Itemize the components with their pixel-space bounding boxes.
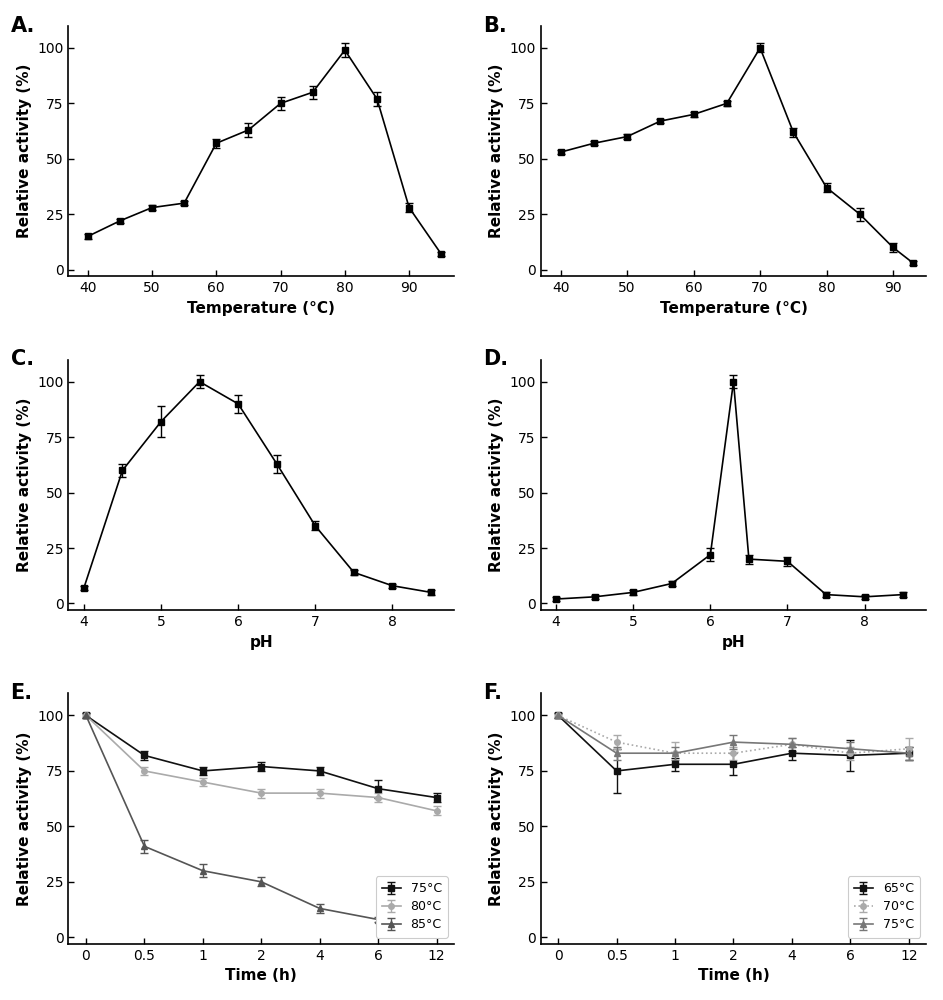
Legend: 75°C, 80°C, 85°C: 75°C, 80°C, 85°C [375,876,448,938]
Legend: 65°C, 70°C, 75°C: 65°C, 70°C, 75°C [848,876,920,938]
Y-axis label: Relative activity (%): Relative activity (%) [17,731,32,906]
Y-axis label: Relative activity (%): Relative activity (%) [488,64,504,238]
Y-axis label: Relative activity (%): Relative activity (%) [17,64,32,238]
X-axis label: Time (h): Time (h) [225,968,297,983]
Text: A.: A. [10,16,35,36]
X-axis label: Time (h): Time (h) [698,968,769,983]
Text: E.: E. [10,683,33,703]
Y-axis label: Relative activity (%): Relative activity (%) [488,398,504,572]
Y-axis label: Relative activity (%): Relative activity (%) [488,731,504,906]
Y-axis label: Relative activity (%): Relative activity (%) [17,398,32,572]
Text: C.: C. [10,349,34,369]
Text: F.: F. [483,683,502,703]
X-axis label: pH: pH [721,635,745,650]
X-axis label: Temperature (°C): Temperature (°C) [188,301,335,316]
X-axis label: pH: pH [250,635,273,650]
Text: D.: D. [483,349,508,369]
X-axis label: Temperature (°C): Temperature (°C) [659,301,807,316]
Text: B.: B. [483,16,506,36]
